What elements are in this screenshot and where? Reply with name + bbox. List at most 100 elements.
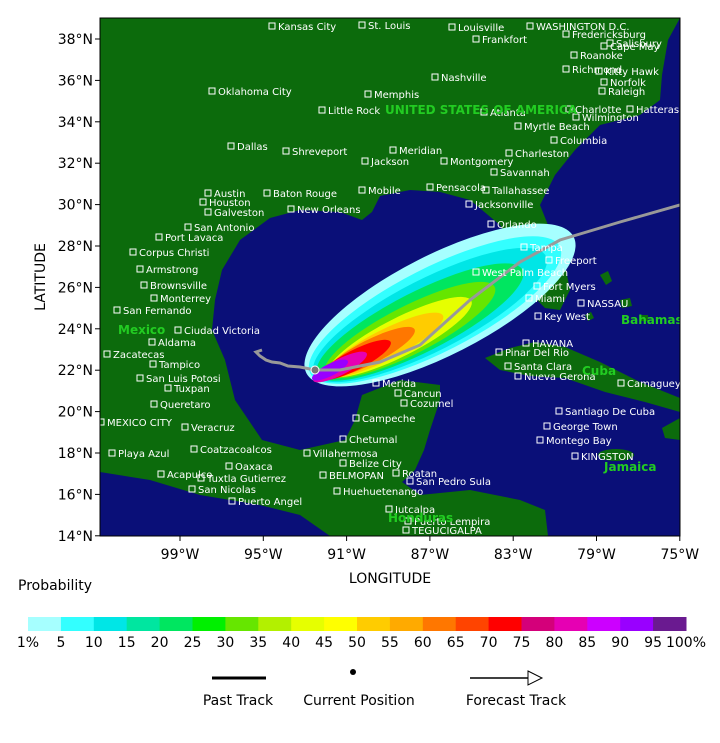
- city-marker: [282, 147, 290, 155]
- colorbar-segment: [225, 617, 259, 631]
- city-marker: [522, 339, 530, 347]
- colorbar-label: 60: [414, 635, 432, 651]
- colorbar-label: 95: [644, 635, 662, 651]
- city-marker: [372, 379, 380, 387]
- city-marker: [404, 517, 412, 525]
- colorbar-segment: [653, 617, 687, 631]
- city-marker: [197, 474, 205, 482]
- city-label: New Orleans: [297, 205, 361, 216]
- region-label: Jamaica: [603, 460, 657, 474]
- colorbar-label: 25: [184, 635, 202, 651]
- legend-current-dot: [350, 669, 356, 675]
- colorbar-label: 20: [151, 635, 169, 651]
- city-label: Galveston: [214, 208, 264, 219]
- city-label: Fort Myers: [543, 282, 596, 293]
- city-label: St. Louis: [368, 21, 410, 32]
- city-marker: [184, 223, 192, 231]
- colorbar-segment: [258, 617, 292, 631]
- city-marker: [426, 183, 434, 191]
- city-label: HAVANA: [532, 339, 573, 350]
- colorbar-label: 65: [447, 635, 465, 651]
- city-marker: [550, 136, 558, 144]
- city-marker: [136, 265, 144, 273]
- colorbar-label: 40: [282, 635, 300, 651]
- city-marker: [199, 198, 207, 206]
- colorbar-label: 50: [348, 635, 366, 651]
- city-label: Villahermosa: [313, 449, 378, 460]
- colorbar-segment: [60, 617, 95, 631]
- city-label: Merida: [382, 379, 416, 390]
- legend-forecast-arrow: [527, 670, 544, 686]
- city-label: Jackson: [370, 157, 409, 168]
- city-marker: [100, 418, 105, 426]
- colorbar-segment: [389, 617, 424, 631]
- city-label: Norfolk: [610, 78, 646, 89]
- city-label: Wilmington: [582, 113, 639, 124]
- city-label: Roatan: [402, 469, 437, 480]
- city-marker: [103, 350, 111, 358]
- city-label: Dallas: [237, 142, 268, 153]
- city-marker: [562, 65, 570, 73]
- city-label: Jacksonville: [474, 200, 533, 211]
- colorbar-label: 90: [611, 635, 629, 651]
- region-label: Cuba: [582, 364, 616, 378]
- region-label: Bahamas: [621, 313, 683, 327]
- city-label: Raleigh: [608, 87, 645, 98]
- city-marker: [129, 248, 137, 256]
- city-marker: [406, 477, 414, 485]
- city-label: Frankfort: [482, 35, 527, 46]
- y-tick-label: 36°N: [58, 73, 93, 89]
- city-marker: [155, 233, 163, 241]
- city-marker: [431, 73, 439, 81]
- city-marker: [225, 462, 233, 470]
- city-marker: [525, 294, 533, 302]
- colorbar-title: Probability: [18, 578, 92, 594]
- city-label: Zacatecas: [113, 350, 165, 361]
- legend-past: Past Track: [203, 693, 274, 709]
- city-label: Brownsville: [150, 281, 207, 292]
- city-marker: [504, 362, 512, 370]
- city-marker: [565, 105, 573, 113]
- city-marker: [303, 449, 311, 457]
- city-label: Acapulco: [167, 470, 212, 481]
- colorbar-label: 85: [578, 635, 596, 651]
- city-marker: [562, 30, 570, 38]
- colorbar-segment: [357, 617, 391, 631]
- city-marker: [570, 51, 578, 59]
- current-position: [310, 365, 320, 375]
- city-label: Cozumel: [410, 399, 453, 410]
- city-label: Camaguey: [627, 379, 681, 390]
- city-marker: [361, 157, 369, 165]
- city-marker: [263, 189, 271, 197]
- x-tick-label: 79°W: [577, 547, 616, 563]
- city-marker: [389, 146, 397, 154]
- city-label: Santa Clara: [514, 362, 572, 373]
- city-marker: [339, 459, 347, 467]
- city-label: Chetumal: [349, 435, 397, 446]
- colorbar-label: 75: [513, 635, 531, 651]
- city-label: Coatzacoalcos: [200, 445, 272, 456]
- city-label: Oklahoma City: [218, 87, 292, 98]
- city-label: Puerto Angel: [238, 497, 302, 508]
- city-label: Oaxaca: [235, 462, 273, 473]
- city-marker: [150, 400, 158, 408]
- city-marker: [339, 435, 347, 443]
- cuba: [485, 342, 680, 412]
- map-frame: [99, 17, 681, 537]
- city-label: Orlando: [497, 220, 537, 231]
- city-label: Tuxpan: [173, 384, 210, 395]
- city-label: Campeche: [362, 414, 415, 425]
- city-label: WASHINGTON D.C.: [536, 22, 630, 33]
- city-label: Memphis: [374, 90, 419, 101]
- colorbar-segment: [159, 617, 193, 631]
- city-label: Tallahassee: [491, 186, 549, 197]
- city-label: Corpus Christi: [139, 248, 209, 259]
- city-marker: [465, 200, 473, 208]
- city-marker: [526, 22, 534, 30]
- y-tick-label: 28°N: [58, 239, 93, 255]
- city-label: Tuxtla Gutierrez: [206, 474, 286, 485]
- colorbar-segment: [521, 617, 555, 631]
- city-marker: [148, 338, 156, 346]
